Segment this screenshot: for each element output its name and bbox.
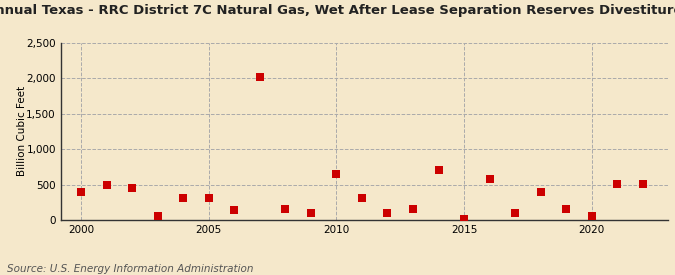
Point bbox=[587, 214, 597, 218]
Text: Source: U.S. Energy Information Administration: Source: U.S. Energy Information Administ… bbox=[7, 264, 253, 274]
Point bbox=[561, 207, 572, 211]
Point bbox=[203, 196, 214, 200]
Point bbox=[254, 75, 265, 79]
Y-axis label: Billion Cubic Feet: Billion Cubic Feet bbox=[17, 86, 27, 176]
Point bbox=[637, 182, 648, 186]
Point bbox=[510, 211, 520, 215]
Point bbox=[433, 168, 444, 172]
Point bbox=[280, 207, 291, 211]
Text: Annual Texas - RRC District 7C Natural Gas, Wet After Lease Separation Reserves : Annual Texas - RRC District 7C Natural G… bbox=[0, 4, 675, 17]
Point bbox=[76, 189, 86, 194]
Point bbox=[382, 210, 393, 215]
Point bbox=[408, 207, 418, 211]
Point bbox=[127, 186, 138, 190]
Point bbox=[306, 211, 317, 215]
Point bbox=[458, 217, 469, 221]
Point bbox=[331, 172, 342, 176]
Point bbox=[612, 182, 622, 186]
Point bbox=[356, 196, 367, 200]
Point bbox=[229, 208, 240, 213]
Point bbox=[535, 190, 546, 194]
Point bbox=[153, 214, 163, 218]
Point bbox=[484, 177, 495, 181]
Point bbox=[101, 183, 112, 188]
Point bbox=[178, 196, 189, 200]
